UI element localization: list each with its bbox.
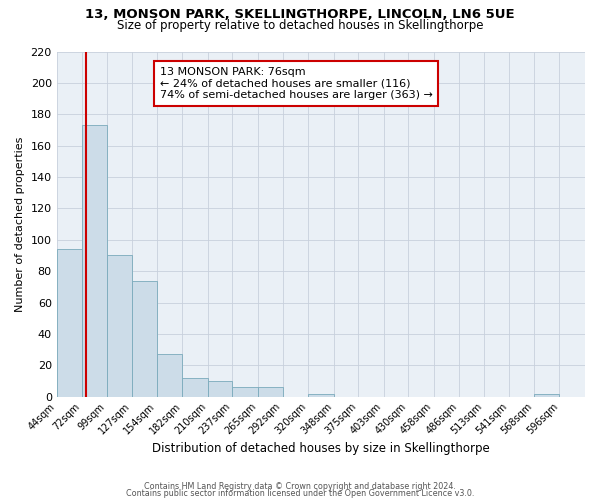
- Bar: [157, 354, 182, 397]
- Bar: [232, 388, 258, 396]
- Bar: [534, 394, 559, 396]
- Text: 13, MONSON PARK, SKELLINGTHORPE, LINCOLN, LN6 5UE: 13, MONSON PARK, SKELLINGTHORPE, LINCOLN…: [85, 8, 515, 20]
- Bar: [132, 280, 157, 396]
- X-axis label: Distribution of detached houses by size in Skellingthorpe: Distribution of detached houses by size …: [152, 442, 490, 455]
- Bar: [107, 256, 132, 396]
- Bar: [182, 378, 208, 396]
- Bar: [56, 249, 82, 396]
- Bar: [208, 381, 232, 396]
- Text: 13 MONSON PARK: 76sqm
← 24% of detached houses are smaller (116)
74% of semi-det: 13 MONSON PARK: 76sqm ← 24% of detached …: [160, 67, 433, 100]
- Y-axis label: Number of detached properties: Number of detached properties: [15, 136, 25, 312]
- Text: Contains HM Land Registry data © Crown copyright and database right 2024.: Contains HM Land Registry data © Crown c…: [144, 482, 456, 491]
- Text: Contains public sector information licensed under the Open Government Licence v3: Contains public sector information licen…: [126, 489, 474, 498]
- Bar: [258, 388, 283, 396]
- Bar: [82, 125, 107, 396]
- Text: Size of property relative to detached houses in Skellingthorpe: Size of property relative to detached ho…: [117, 19, 483, 32]
- Bar: [308, 394, 334, 396]
